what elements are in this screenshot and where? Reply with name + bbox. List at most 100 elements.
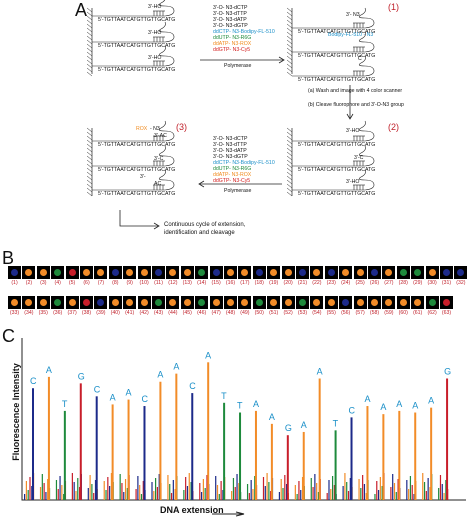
stage3-c: 3'-C [154, 156, 164, 162]
spot-cell [238, 296, 252, 309]
spot-cell [238, 266, 252, 279]
background-bar [126, 488, 128, 500]
base-call-label: A [301, 420, 307, 430]
fluorescent-spot [39, 269, 47, 276]
peak-bar [302, 431, 305, 500]
stage2-ho: 3'-HO [346, 128, 360, 134]
spot-cell [180, 266, 194, 279]
fluorescent-spot [399, 269, 407, 276]
support-hatch [86, 131, 93, 137]
background-bar [231, 491, 233, 500]
spot-cell [22, 266, 36, 279]
fluorescent-spot [356, 269, 364, 276]
support-hatch [286, 19, 293, 25]
template-seq: 5'-TGTTAATCATGTTGTTGCATG [98, 191, 176, 197]
background-bar [27, 490, 29, 500]
spot-cell [8, 296, 21, 309]
base-call-label: A [110, 392, 116, 402]
spot-cell [296, 296, 309, 309]
support-hatch [86, 59, 93, 65]
background-bar [57, 489, 59, 500]
background-bar [246, 484, 249, 500]
spot-label: (40) [110, 310, 120, 316]
peak-bar [223, 402, 226, 500]
dna-hairpin [353, 169, 375, 191]
stage1-bodipy: Bodipy-FL-510 - N3 [328, 32, 374, 38]
spot-cell [440, 266, 453, 279]
background-bar [153, 491, 155, 500]
background-bar [406, 480, 408, 500]
dna-hairpin [153, 145, 175, 167]
spot-cell [454, 266, 468, 279]
background-bar [262, 477, 265, 500]
background-bar [135, 489, 137, 500]
base-call-label: G [285, 423, 292, 433]
background-bar [363, 484, 366, 500]
spot-label: (2) [25, 280, 33, 286]
panel-c-letter: C [2, 326, 15, 346]
spot-cell [195, 266, 209, 279]
background-bar [439, 475, 442, 500]
background-bar [216, 485, 219, 500]
stage-number-1: (1) [388, 2, 399, 12]
dna-hairpin [153, 120, 175, 142]
spot-cell [224, 266, 237, 279]
fluorescent-spot [443, 299, 450, 306]
peak-bar [398, 410, 401, 500]
background-bar [75, 491, 77, 500]
base-call-label: C [349, 405, 356, 415]
spot-cell [108, 296, 122, 309]
support-hatch [286, 179, 293, 185]
stage2-c: 3'-C [354, 155, 364, 161]
spot-label: (61) [413, 310, 423, 316]
background-bar [199, 483, 201, 500]
support-hatch [286, 7, 293, 13]
fluorescent-spot [198, 269, 206, 276]
support-hatch [86, 55, 93, 61]
fluorescent-spot [428, 269, 436, 276]
spot-label: (46) [197, 310, 207, 316]
support-hatch [286, 159, 293, 165]
spot-label: (11) [154, 280, 163, 286]
spot-cell [324, 296, 338, 309]
spot-label: (37) [67, 310, 77, 316]
peak-bar [414, 412, 417, 500]
spot-cell [152, 266, 165, 279]
background-bar [379, 477, 381, 500]
background-bar [376, 481, 378, 500]
nuc-dctp: 3'-O- N3-dCTP [213, 136, 248, 142]
fluorescent-spot [97, 269, 105, 276]
spot-cell [80, 296, 93, 309]
spot-label: (30) [427, 280, 437, 286]
spot-cell [281, 296, 295, 309]
fluorescent-spot [356, 299, 364, 306]
fluorescent-spot [11, 299, 18, 306]
background-bar [71, 473, 73, 500]
spot-cell [166, 296, 180, 309]
fluorescent-spot [342, 269, 350, 276]
spot-label: (62) [427, 310, 437, 316]
background-bar [158, 474, 160, 500]
wash-step: (a) Wash and image with 4 color scanner [308, 88, 403, 94]
base-call-label: A [269, 412, 275, 422]
support-hatch [86, 163, 93, 169]
spot-label: (35) [38, 310, 48, 316]
fluorescent-spot [155, 269, 162, 276]
template-seq: 5'-TGTTAATCATGTTGTTGCATG [298, 77, 376, 83]
template-seq: 5'-TGTTAATCATGTTGTTGCATG [98, 142, 176, 148]
spot-label: (17) [240, 280, 250, 286]
spot-cell [94, 266, 108, 279]
fluorescent-spot [227, 299, 234, 306]
support-hatch [86, 19, 93, 25]
support-hatch [86, 71, 93, 77]
spot-label: (6) [83, 280, 90, 286]
x-axis-label: DNA extension [160, 505, 224, 515]
spot-cell [310, 266, 324, 279]
spot-label: (26) [369, 280, 380, 286]
spot-cell [108, 266, 122, 279]
stage1-c: C [358, 56, 362, 62]
template-seq: 5'-TGTTAATCATGTTGTTGCATG [98, 167, 176, 173]
spot-label: (22) [312, 280, 322, 286]
polymerase-label: Polymerase [224, 188, 252, 194]
fluorescent-spot [83, 299, 90, 306]
